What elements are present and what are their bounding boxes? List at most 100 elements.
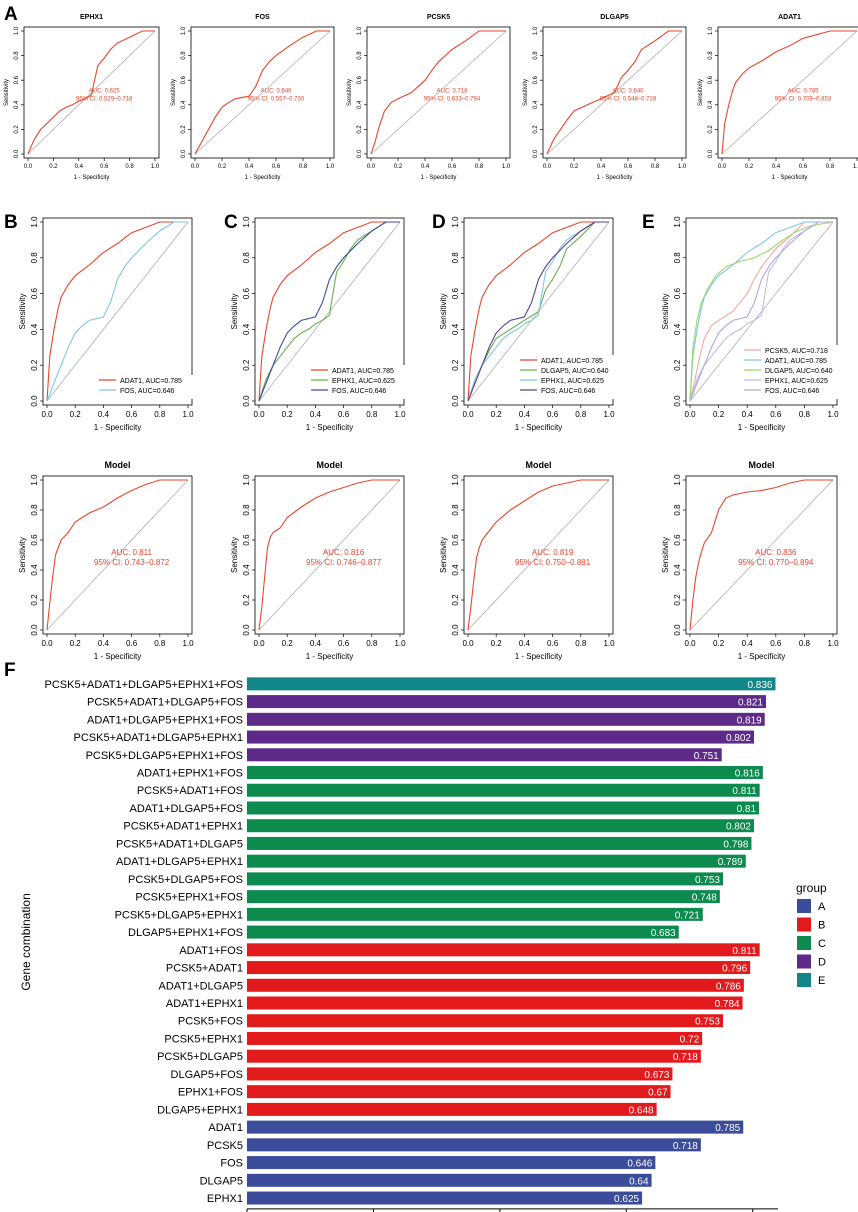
panel-letter-d: D: [432, 212, 446, 233]
x-tick-label: 0.8: [575, 639, 587, 648]
roc-panel-d: 0.00.0 0.2 0.2 0.4 0.4 0.6 0.6 0.8 0.8 1.0 1.0 1 - …: [439, 216, 615, 432]
plot-title: PCSK5: [427, 14, 450, 21]
plot-title: EPHX1: [80, 14, 103, 21]
x-tick-label: 0.2: [745, 164, 754, 170]
x-axis-label: 1 - Specificity: [245, 175, 281, 181]
legend-label: E: [818, 975, 825, 987]
y-tick-label: 0.0: [533, 149, 539, 158]
legend-swatch: [797, 899, 811, 913]
y-tick-label: 0.2: [451, 359, 460, 371]
bar-category-label: EPHX1: [207, 1193, 243, 1205]
roc-curve: [467, 221, 609, 402]
plot-frame: [685, 217, 838, 406]
x-tick-label: 0.8: [366, 639, 378, 648]
x-tick-label: 0.0: [253, 639, 265, 648]
x-tick-label: 0.6: [338, 410, 350, 419]
bar-row: ADAT1 0.785: [208, 1120, 744, 1134]
plot-frame: [542, 26, 687, 159]
x-tick-label: 0.8: [475, 164, 484, 170]
roc-curve: [258, 221, 400, 402]
bar-category-label: ADAT1: [208, 1122, 243, 1134]
y-tick-label: 0.8: [242, 252, 251, 264]
y-axis-label: Sensitivity: [230, 293, 239, 329]
panel-letter-c: C: [224, 212, 238, 233]
bar-category-label: DLGAP5: [200, 1175, 243, 1187]
x-axis-label: 1 - Specificity: [306, 423, 354, 432]
bar-row: PCSK5+ADAT1+DLGAP5+FOS 0.821: [87, 695, 766, 709]
bar-category-label: PCSK5+DLGAP5+EPHX1: [115, 909, 243, 921]
legend-label: EPHX1, AUC=0.625: [541, 378, 604, 385]
auc-annotation: AUC: 0.811: [111, 548, 152, 557]
panel-letter-f: F: [4, 660, 16, 681]
roc-panel-a1: 0.0 0.0 0.2 0.2 0.4 0.4 0.6 0.6 0.8 0.8 1.0 1.0 1 - …: [4, 14, 160, 181]
bar-category-label: PCSK5+DLGAP5+FOS: [128, 874, 243, 886]
reference-diagonal: [258, 221, 401, 402]
y-tick-label: 0.8: [673, 504, 682, 516]
plot-title: ADAT1: [778, 14, 801, 21]
bar-category-label: ADAT1+FOS: [179, 945, 243, 957]
roc-curve: [467, 221, 609, 402]
bar-category-label: PCSK5+ADAT1+FOS: [137, 785, 243, 797]
y-tick-label: 0.8: [30, 252, 39, 264]
y-axis-label: Sensitivity: [4, 79, 10, 106]
bar-value-label: 0.786: [716, 981, 741, 992]
bar-category-label: ADAT1+EPHX1: [166, 998, 243, 1010]
bar-category-label: PCSK5+ADAT1: [166, 963, 243, 975]
x-tick-label: 0.0: [367, 164, 376, 170]
x-tick-label: 0.8: [799, 639, 811, 648]
y-tick-label: 0.4: [30, 564, 39, 576]
y-tick-label: 0.6: [14, 75, 20, 84]
y-axis-label: Sensitivity: [439, 537, 448, 573]
y-tick-label: 0.2: [451, 594, 460, 606]
y-axis-label: Sensitivity: [230, 537, 239, 573]
bar-category-label: DLGAP5+EPHX1: [157, 1104, 243, 1116]
x-tick-label: 0.0: [684, 410, 696, 419]
x-tick-label: 0.6: [799, 164, 808, 170]
auc-annotation: AUC: 0.785: [787, 89, 819, 95]
bar-row: PCSK5+ADAT1+EPHX1 0.802: [123, 819, 754, 833]
bar: [247, 836, 752, 850]
y-tick-label: 0.6: [708, 75, 714, 84]
legend-swatch: [797, 954, 811, 969]
panel-letter-b: B: [4, 212, 18, 233]
y-tick-label: 0.0: [708, 149, 714, 158]
y-axis-label: Sensitivity: [18, 537, 27, 573]
bar-row: ADAT1+DLGAP5+EPHX1+FOS 0.819: [87, 712, 765, 726]
roc-curve: [194, 30, 330, 155]
legend: ADAT1, AUC=0.785 EPHX1, AUC=0.625 FOS, AUC…: [308, 365, 406, 399]
plot-frame: [717, 26, 858, 159]
bar: [247, 1102, 657, 1116]
plot-title: Model: [317, 460, 343, 470]
x-tick-label: 0.2: [282, 410, 294, 419]
reference-diagonal: [721, 30, 858, 155]
x-tick-label: 0.4: [75, 164, 84, 170]
auc-annotation: 95% CI: 0.557–0.730: [248, 97, 305, 103]
x-axis-label: 1 - Specificity: [597, 175, 633, 181]
bar-row: FOS 0.646: [220, 1156, 656, 1170]
auc-annotation: AUC: 0.646: [260, 89, 292, 95]
reference-diagonal: [46, 479, 189, 631]
y-tick-label: 0.4: [357, 100, 363, 109]
x-tick-label: 0.4: [245, 164, 254, 170]
y-tick-label: 0.0: [451, 624, 460, 636]
roc-panels: 0.00.00.20.20.40.40.60.60.80.81.01.01 - …: [4, 14, 858, 661]
roc-curve: [467, 479, 609, 631]
x-tick-label: 0.0: [41, 410, 53, 419]
legend-swatch: [797, 917, 811, 932]
x-axis-label: 1 - Specificity: [306, 652, 354, 661]
auc-annotation: 95% CI: 0.750–0.881: [515, 558, 591, 567]
y-tick-label: 0.8: [30, 504, 39, 516]
y-tick-label: 0.8: [181, 51, 187, 60]
bar-value-label: 0.802: [726, 822, 751, 833]
y-tick-label: 0.6: [451, 287, 460, 299]
x-tick-label: 0.4: [772, 164, 781, 170]
legend-label: DLGAP5, AUC=0.640: [765, 368, 833, 375]
y-tick-label: 0.4: [451, 323, 460, 335]
legend-label: FOS, AUC=0.646: [120, 388, 174, 395]
bar-row: PCSK5+EPHX1 0.72: [164, 1031, 703, 1045]
x-axis-label: 1 - Specificity: [94, 423, 142, 432]
x-tick-label: 0.6: [126, 410, 138, 419]
y-tick-label: 1.0: [673, 216, 682, 228]
plot-frame: [254, 475, 405, 635]
y-tick-label: 0.8: [673, 252, 682, 264]
